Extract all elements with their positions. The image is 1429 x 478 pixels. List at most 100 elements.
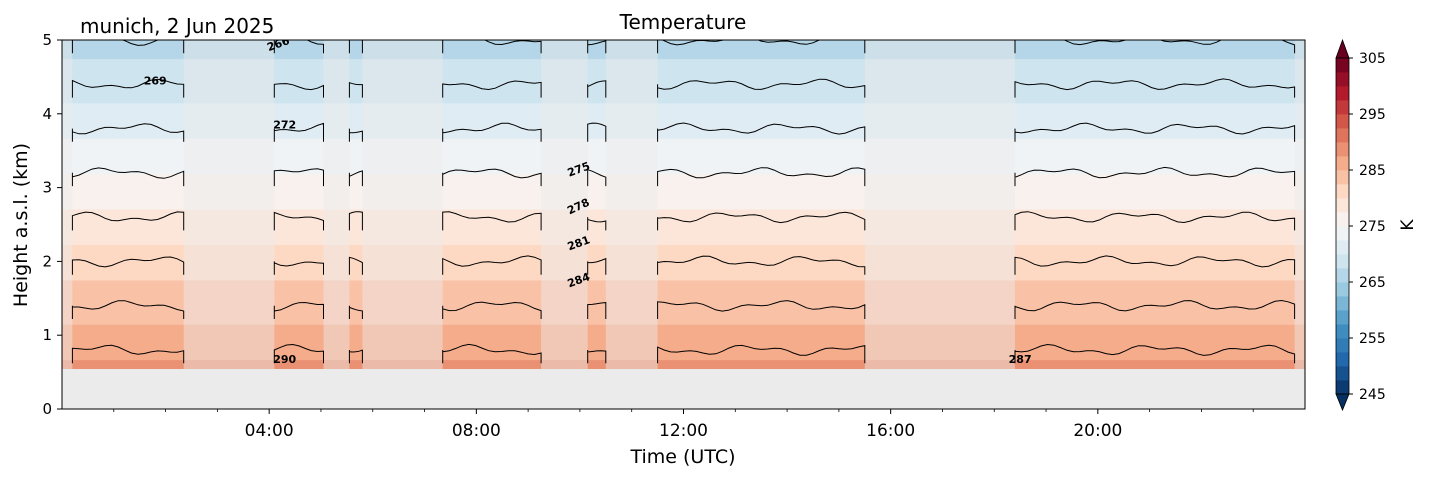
y-axis-label: Height a.s.l. (km) (10, 143, 32, 307)
observed-band (349, 253, 363, 263)
observed-band (72, 262, 184, 272)
observed-band (442, 200, 542, 210)
contour-line (1014, 78, 1296, 98)
observed-band (1014, 341, 1295, 352)
observed-band (72, 164, 184, 175)
observed-band (72, 85, 184, 95)
observed-band (349, 262, 363, 272)
contour-line (657, 122, 866, 142)
observed-band (1014, 40, 1295, 42)
contour-line (348, 128, 363, 142)
colorbar-segment (1336, 296, 1349, 311)
observed-band (349, 111, 363, 122)
observed-band (274, 341, 324, 352)
contour-line (442, 40, 542, 54)
y-tick-label: 2 (42, 252, 52, 270)
x-tick-label: 16:00 (866, 421, 915, 441)
colorbar-extend-max (1335, 38, 1350, 59)
observed-band (442, 253, 542, 263)
observed-band (657, 155, 865, 166)
observed-band (587, 350, 606, 361)
observed-band (72, 270, 184, 281)
colorbar-tick-label: 245 (1359, 387, 1386, 403)
observed-band (274, 270, 324, 281)
observed-band (657, 120, 865, 130)
observed-band (1014, 120, 1295, 130)
observed-band (587, 147, 606, 157)
observed-band (72, 67, 184, 77)
contour-line (71, 40, 185, 54)
observed-band (349, 359, 363, 370)
observed-band (349, 324, 363, 334)
observed-band (442, 306, 542, 316)
observed-band (1014, 129, 1295, 139)
observed-band (442, 49, 542, 60)
observed-band (587, 40, 606, 51)
observed-band (349, 76, 363, 86)
contour-line (442, 122, 542, 142)
colorbar-segment (1336, 254, 1349, 269)
observed-band (657, 76, 865, 86)
observed-band (274, 200, 324, 210)
observed-band (72, 332, 184, 343)
colorbar-segment (1336, 100, 1349, 115)
observed-band (657, 164, 865, 175)
observed-band (1014, 324, 1295, 334)
contour-line (71, 300, 185, 319)
observed-band (587, 341, 606, 352)
contour-line (71, 256, 185, 275)
contour-line (587, 169, 607, 187)
observed-band (72, 324, 184, 334)
observed-band (1014, 315, 1295, 325)
x-axis-label: Time (UTC) (629, 446, 735, 468)
contour-line (71, 211, 185, 231)
observed-band (442, 341, 542, 352)
observed-band (349, 182, 363, 192)
observed-band (587, 270, 606, 281)
observed-band (349, 49, 363, 60)
contour-line (587, 80, 607, 98)
contour-line (273, 40, 324, 54)
observed-band (587, 138, 606, 148)
colorbar-tick-label: 265 (1359, 275, 1386, 291)
observed-band (442, 40, 542, 42)
observed-band (1014, 332, 1295, 343)
observed-band (72, 253, 184, 263)
observed-band (1014, 209, 1295, 219)
observed-band (657, 58, 865, 68)
observed-band (349, 147, 363, 157)
observed-band (442, 324, 542, 334)
observed-band (657, 253, 865, 263)
observed-band (587, 102, 606, 113)
contour-line (1014, 255, 1296, 275)
contour-line (587, 257, 607, 275)
observed-band (349, 173, 363, 184)
contour-line (657, 167, 866, 187)
x-tick-label: 20:00 (1073, 421, 1122, 441)
observed-band (657, 67, 865, 77)
colorbar-tick-label: 275 (1359, 219, 1386, 235)
observed-band (72, 129, 184, 139)
observed-band (657, 209, 865, 219)
colorbar-extend-min (1335, 393, 1350, 412)
observed-band (72, 173, 184, 184)
observed-band (1014, 191, 1295, 201)
observed-band (274, 164, 324, 175)
observed-band (274, 235, 324, 246)
observed-band (72, 200, 184, 210)
colorbar-tick-label: 295 (1359, 107, 1386, 123)
colorbar-segment (1336, 226, 1349, 241)
observed-band (72, 111, 184, 122)
observed-band (587, 306, 606, 316)
observed-band (442, 76, 542, 86)
observed-band (1014, 297, 1295, 308)
observed-band (72, 359, 184, 370)
chart-title: Temperature (619, 10, 747, 34)
observed-band (349, 288, 363, 299)
y-tick-label: 4 (42, 105, 52, 123)
observed-band (657, 315, 865, 325)
contour-line (587, 350, 607, 364)
observed-band (442, 129, 542, 139)
observed-band (657, 235, 865, 246)
contour-line (273, 168, 324, 187)
